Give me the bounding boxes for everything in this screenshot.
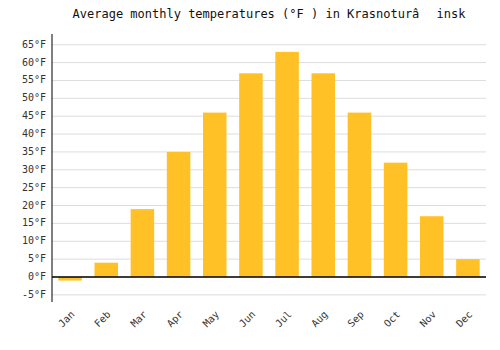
bar: [167, 152, 191, 277]
x-tick-label: Oct: [382, 309, 403, 330]
y-tick-label: 55°F: [22, 74, 46, 85]
x-tick-label: Aug: [309, 309, 330, 330]
bar: [203, 113, 227, 277]
bar: [348, 113, 372, 277]
grid-line: [52, 169, 486, 170]
grid-line: [52, 276, 486, 277]
y-tick-label: 25°F: [22, 182, 46, 193]
grid-line: [52, 80, 486, 81]
y-tick-label: 60°F: [22, 57, 46, 68]
y-tick-label: 30°F: [22, 164, 46, 175]
bar: [131, 209, 155, 277]
y-tick-label: 10°F: [22, 235, 46, 246]
x-tick-label: Sep: [345, 309, 366, 330]
bar: [311, 73, 335, 277]
grid-line: [52, 151, 486, 152]
chart-container: -5°F 0°F 5°F 10°F 15°F 20°F 25°F 30°F 35°F 40°F 45…: [0, 0, 500, 350]
x-tick-labels: Jan Feb Mar Apr May Jun Jul Aug Sep Oct Nov Dec: [56, 309, 474, 330]
bar: [239, 73, 263, 277]
grid-line: [52, 44, 486, 45]
x-tick-label: Jul: [273, 309, 294, 330]
y-tick-label: 5°F: [28, 253, 46, 264]
grid-line: [52, 98, 486, 99]
x-tick-label: Mar: [128, 309, 149, 330]
grid-line: [52, 205, 486, 206]
x-tick-label: Feb: [92, 309, 113, 330]
chart-svg: -5°F 0°F 5°F 10°F 15°F 20°F 25°F 30°F 35°F 40°F 45…: [0, 0, 500, 350]
grid-line: [52, 62, 486, 63]
grid-line: [52, 294, 486, 295]
y-tick-label: 20°F: [22, 200, 46, 211]
grid-line: [52, 134, 486, 135]
grid-line: [52, 116, 486, 117]
bar: [275, 52, 299, 277]
title: Average monthly temperatures (°F ) in Kr…: [73, 7, 467, 21]
y-tick-label: 65°F: [22, 39, 46, 50]
y-tick-label: -5°F: [22, 289, 46, 300]
y-axis-line: [52, 34, 53, 302]
bar: [94, 263, 118, 277]
y-tick-label: 45°F: [22, 110, 46, 121]
grid-line: [52, 187, 486, 188]
y-tick-label: 50°F: [22, 92, 46, 103]
y-tick-label: 15°F: [22, 217, 46, 228]
y-tick-label: 40°F: [22, 128, 46, 139]
x-tick-label: Jan: [56, 309, 77, 330]
x-tick-label: Apr: [165, 309, 186, 330]
bars: [58, 52, 479, 281]
bar: [384, 163, 408, 277]
zero-line: [52, 276, 486, 278]
bar: [456, 259, 480, 277]
x-tick-label: Nov: [418, 309, 439, 330]
bar: [420, 216, 444, 277]
y-tick-label: 35°F: [22, 146, 46, 157]
x-tick-label: Dec: [454, 309, 475, 330]
x-tick-label: May: [201, 309, 222, 330]
grid: [52, 45, 486, 295]
x-tick-label: Jun: [237, 309, 258, 330]
y-tick-labels: -5°F 0°F 5°F 10°F 15°F 20°F 25°F 30°F 35°F 40°F 45…: [22, 39, 46, 300]
y-tick-label: 0°F: [28, 271, 46, 282]
